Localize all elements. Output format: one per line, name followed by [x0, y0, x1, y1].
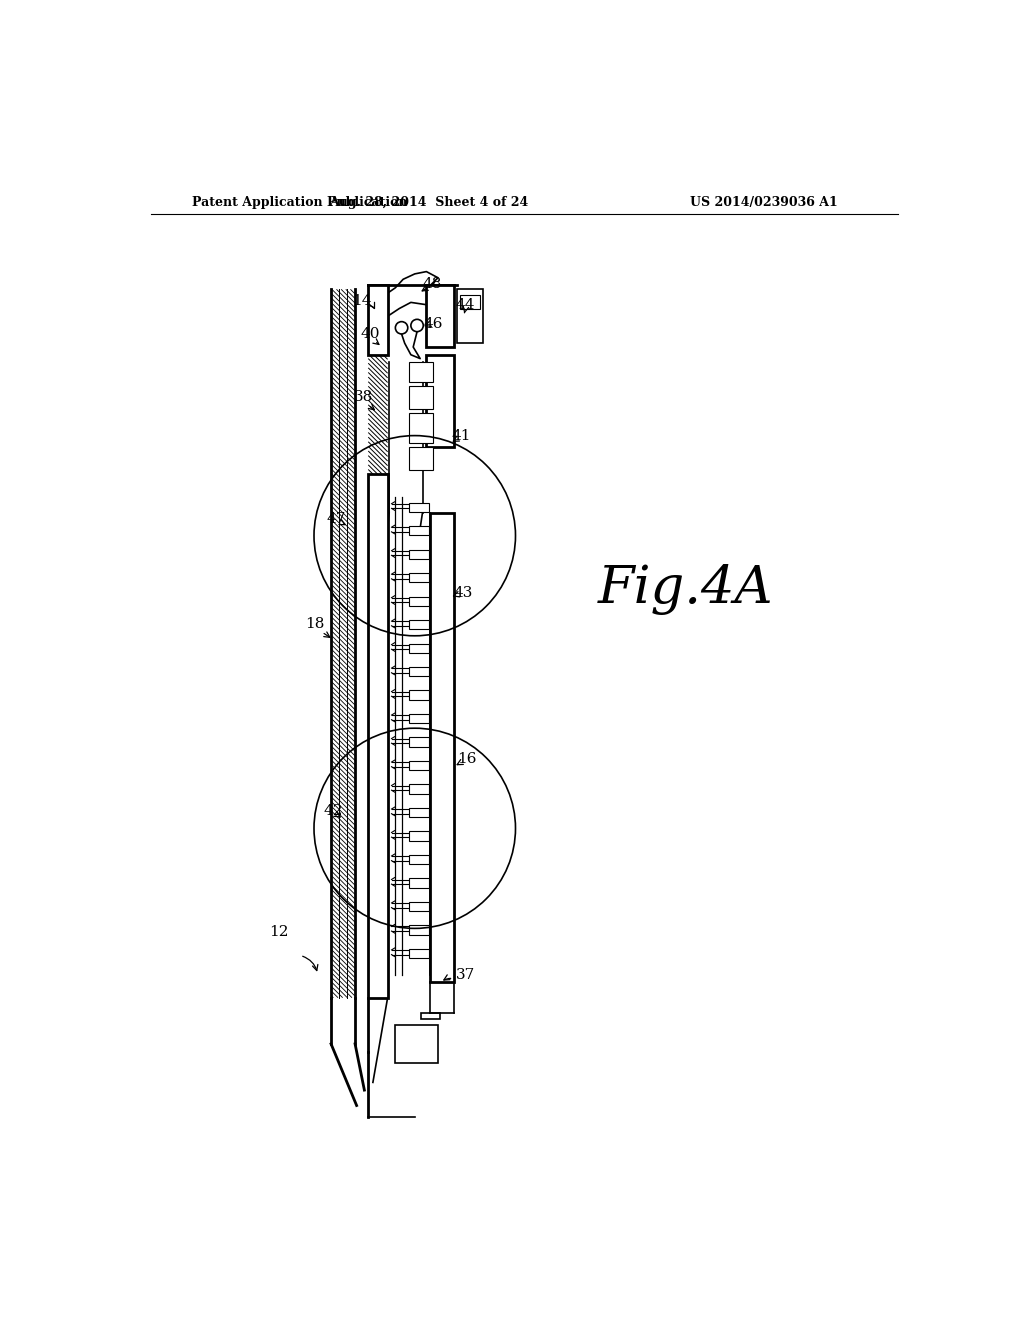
Bar	[409, 549, 429, 558]
Circle shape	[395, 322, 408, 334]
Circle shape	[411, 319, 423, 331]
Text: 38: 38	[354, 391, 373, 404]
Bar	[410, 363, 432, 381]
Text: 46: 46	[424, 317, 443, 331]
Text: Aug. 28, 2014  Sheet 4 of 24: Aug. 28, 2014 Sheet 4 of 24	[329, 195, 528, 209]
Bar	[409, 573, 429, 582]
Bar	[409, 644, 429, 653]
Text: 18: 18	[305, 618, 325, 631]
Bar	[458, 289, 483, 343]
Bar	[409, 667, 429, 676]
Bar	[410, 447, 432, 470]
Text: Fig.4A: Fig.4A	[598, 564, 774, 615]
Bar	[409, 878, 429, 887]
Text: 44: 44	[456, 298, 475, 312]
Bar	[409, 714, 429, 723]
Bar	[426, 355, 454, 447]
Bar	[409, 855, 429, 865]
Bar	[461, 296, 480, 309]
Bar	[409, 832, 429, 841]
Bar	[409, 902, 429, 911]
Bar	[410, 412, 432, 444]
Bar	[409, 597, 429, 606]
Text: 48: 48	[422, 277, 441, 290]
Text: 41: 41	[452, 429, 471, 442]
Text: 43: 43	[453, 586, 472, 601]
Bar	[409, 760, 429, 770]
Bar	[409, 738, 429, 747]
Text: 14: 14	[352, 294, 372, 308]
Bar	[369, 285, 388, 355]
Bar	[409, 620, 429, 630]
Bar	[409, 949, 429, 958]
Text: 40: 40	[360, 327, 380, 341]
Bar	[426, 285, 454, 347]
Bar	[409, 527, 429, 536]
Text: Patent Application Publication: Patent Application Publication	[191, 195, 408, 209]
Text: 47: 47	[326, 512, 345, 525]
Bar	[395, 1024, 438, 1063]
Text: 37: 37	[457, 968, 475, 982]
Bar	[409, 784, 429, 793]
Text: US 2014/0239036 A1: US 2014/0239036 A1	[689, 195, 838, 209]
Bar	[409, 808, 429, 817]
Text: 16: 16	[457, 752, 476, 766]
Bar	[430, 512, 454, 982]
Bar	[409, 690, 429, 700]
Text: 42: 42	[324, 804, 343, 818]
Bar	[409, 925, 429, 935]
Text: 12: 12	[269, 925, 289, 940]
Bar	[369, 474, 388, 998]
Bar	[421, 1014, 440, 1019]
Bar	[410, 385, 432, 409]
Bar	[409, 503, 429, 512]
